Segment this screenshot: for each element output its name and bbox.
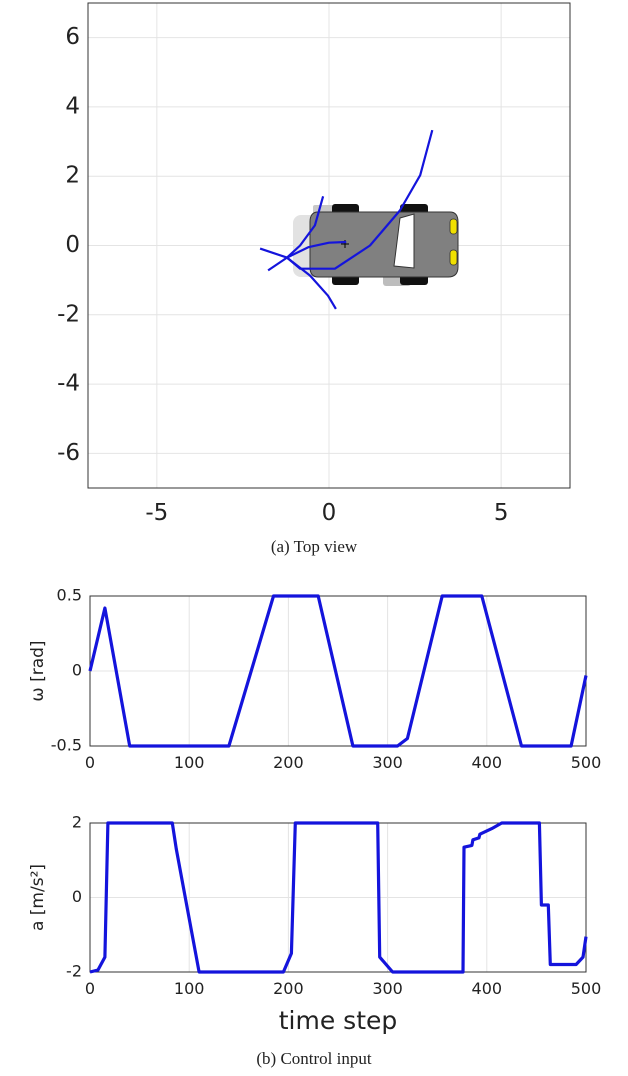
line: [89, 821, 588, 974]
caption: (b) Control input: [256, 1049, 371, 1068]
line: [286, 256, 337, 310]
x-tick-label: 5: [494, 500, 509, 526]
y-tick-label: 2: [72, 813, 82, 832]
y-tick-label: 6: [65, 24, 80, 50]
x-tick-label: 200: [273, 979, 304, 998]
x-tick-label: 300: [372, 979, 403, 998]
x-tick-label: 0: [85, 979, 95, 998]
y-tick-label: -4: [57, 371, 80, 397]
line: [286, 196, 325, 259]
y-axis-label: a [m/s²]: [28, 864, 48, 931]
headlight: [449, 249, 458, 266]
y-tick-label: 4: [65, 93, 80, 119]
y-tick-label: -6: [57, 440, 80, 466]
x-tick-label: 100: [174, 979, 205, 998]
y-tick-label: 0: [65, 232, 80, 258]
y-tick-label: -2: [57, 301, 80, 327]
x-tick-label: 400: [472, 979, 503, 998]
x-tick-label: 0: [322, 500, 337, 526]
x-tick-label: 300: [372, 753, 403, 772]
y-tick-label: 0: [72, 887, 82, 906]
line: [88, 594, 588, 748]
x-axis-label: time step: [279, 1006, 398, 1035]
caption: (a) Top view: [271, 537, 358, 556]
y-tick-label: -2: [66, 962, 82, 981]
windshield: [393, 213, 415, 269]
y-tick-label: 0.5: [57, 586, 82, 605]
plot-frame: [87, 2, 571, 489]
x-tick-label: 500: [571, 979, 602, 998]
x-tick-label: 200: [273, 753, 304, 772]
x-tick-label: 400: [472, 753, 503, 772]
x-tick-label: 500: [571, 753, 602, 772]
x-tick-label: 100: [174, 753, 205, 772]
x-tick-label: -5: [145, 500, 168, 526]
car-body: [309, 211, 459, 278]
line: [259, 240, 347, 259]
y-tick-label: 2: [65, 163, 80, 189]
headlight: [449, 218, 458, 235]
y-axis-label: ω [rad]: [28, 640, 48, 701]
line: [267, 256, 288, 272]
y-tick-label: -0.5: [51, 736, 82, 755]
y-tick-label: 0: [72, 661, 82, 680]
x-tick-label: 0: [85, 753, 95, 772]
